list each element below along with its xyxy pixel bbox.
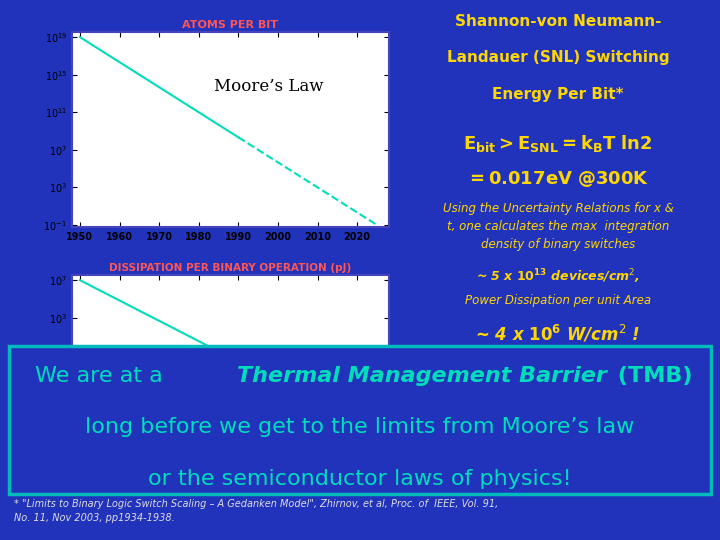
Text: Landauer (SNL) Switching: Landauer (SNL) Switching (446, 50, 670, 65)
Text: (TMB): (TMB) (611, 366, 693, 386)
Text: long before we get to the limits from Moore’s law: long before we get to the limits from Mo… (85, 417, 635, 437)
Text: ~ 5 x $\mathbf{10^{13}}$ devices/cm$^2$,: ~ 5 x $\mathbf{10^{13}}$ devices/cm$^2$, (476, 268, 640, 286)
Text: $\mathbf{E_{bit}>E_{SNL}= k_BT\ ln2}$: $\mathbf{E_{bit}>E_{SNL}= k_BT\ ln2}$ (463, 133, 653, 154)
Text: ~ 4 x $\mathbf{10^6}$ W/cm$^2$ !: ~ 4 x $\mathbf{10^6}$ W/cm$^2$ ! (475, 323, 641, 345)
Text: Using the Uncertainty Relations for x &
t, one calculates the max  integration
d: Using the Uncertainty Relations for x & … (443, 202, 673, 251)
Title: ATOMS PER BIT: ATOMS PER BIT (182, 20, 279, 30)
Text: Moore’s Law: Moore’s Law (214, 78, 323, 96)
Text: We are at a: We are at a (35, 366, 171, 386)
Text: Thermal Management Barrier: Thermal Management Barrier (236, 366, 606, 386)
Title: DISSIPATION PER BINARY OPERATION (pJ): DISSIPATION PER BINARY OPERATION (pJ) (109, 263, 351, 273)
Text: or the semiconductor laws of physics!: or the semiconductor laws of physics! (148, 469, 572, 489)
Text: Power Dissipation per unit Area: Power Dissipation per unit Area (465, 294, 651, 307)
Text: Energy Per Bit*: Energy Per Bit* (492, 86, 624, 102)
FancyBboxPatch shape (9, 346, 711, 494)
Text: * "Limits to Binary Logic Switch Scaling – A Gedanken Model", Zhirnov, et al, Pr: * "Limits to Binary Logic Switch Scaling… (14, 499, 498, 523)
Text: kT @300 K: kT @300 K (135, 419, 181, 428)
Text: $\mathbf{= 0.017eV\ @300K}$: $\mathbf{= 0.017eV\ @300K}$ (467, 169, 649, 189)
Text: Shannon-von Neumann-: Shannon-von Neumann- (455, 14, 661, 29)
